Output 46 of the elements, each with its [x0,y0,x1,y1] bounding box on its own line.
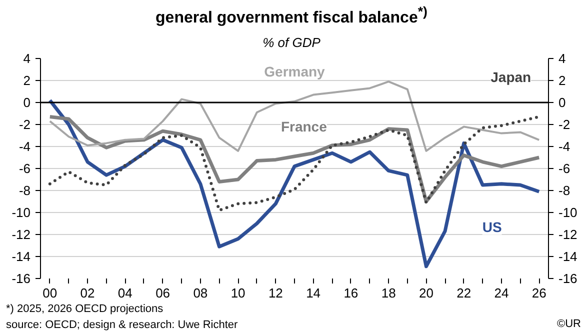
x-tick-label: 22 [456,286,472,300]
x-tick-label: 02 [80,286,95,300]
y-tick-label: -16 [12,271,31,286]
x-tick-label: 24 [494,286,509,300]
y2-tick-label: -4 [558,139,570,154]
text: Japan [490,69,532,86]
y2-tick-label: 4 [558,51,566,66]
y2-tick-label: -6 [558,161,570,176]
y-tick-label: 0 [23,95,31,110]
y2-tick-label: -14 [558,249,578,264]
x-tick-label: 10 [230,286,246,300]
chart-subtitle: % of GDP [262,34,322,52]
y2-tick-label: -2 [558,117,570,132]
line-series [48,98,541,268]
x-tick-label: 26 [532,286,546,300]
y2-tick-label: -12 [558,227,578,242]
chart-title: general government fiscal balance$^{*)}$ [154,3,428,28]
x-tick-label: 12 [268,286,283,300]
text: *) 2025, 2026 OECD projections [6,302,164,317]
x-tick-label: 00 [42,286,58,300]
y-tick-label: -12 [12,227,31,242]
y-tick-label: 4 [23,51,31,66]
x-tick-label: 06 [156,286,170,300]
x-tick-label: 08 [193,286,208,300]
x-tick-label: 18 [381,286,396,300]
x-tick-label: 16 [344,286,358,300]
series-label: France [280,118,328,135]
y-tick-label: -4 [18,139,31,154]
y-tick-label: -10 [12,205,31,220]
y-tick-label: -6 [18,161,31,176]
y-tick-label: -14 [12,249,31,264]
x-tick-label: 20 [418,286,434,300]
y2-tick-label: -16 [558,271,578,286]
source-note: source: OECD; design & research: Uwe Richter [6,318,238,333]
x-tick-label: 04 [118,286,132,300]
x-tick-label: 14 [306,286,321,300]
y2-tick-label: 2 [558,73,566,88]
text: US [482,218,502,235]
y-tick-label: 2 [23,73,31,88]
y2-tick-label: -10 [558,205,578,220]
series-label: Germany [264,64,326,80]
y2-tick-label: -8 [558,183,570,198]
y-tick-label: -2 [18,117,31,132]
y-tick-label: -8 [18,183,31,198]
y2-tick-label: 0 [558,95,566,110]
text: ©UR [557,317,581,332]
